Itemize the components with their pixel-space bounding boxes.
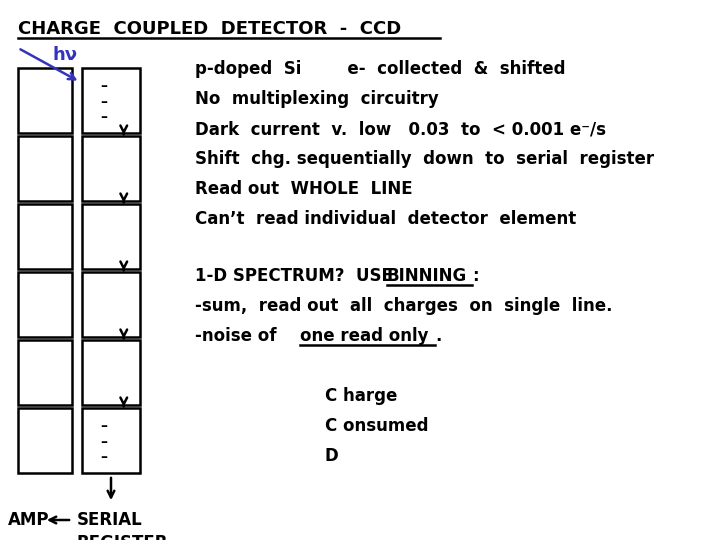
Text: CHARGE  COUPLED  DETECTOR  -  CCD: CHARGE COUPLED DETECTOR - CCD — [18, 20, 401, 38]
Text: BINNING: BINNING — [387, 267, 467, 285]
Text: –: – — [101, 435, 107, 449]
Text: .: . — [435, 327, 441, 345]
Text: Read out  WHOLE  LINE: Read out WHOLE LINE — [195, 180, 413, 198]
Text: 1-D SPECTRUM?  USE: 1-D SPECTRUM? USE — [195, 267, 405, 285]
Text: p-doped  Si        e-  collected  &  shifted: p-doped Si e- collected & shifted — [195, 60, 565, 78]
Text: C onsumed: C onsumed — [325, 417, 428, 435]
Text: –: – — [101, 450, 107, 464]
Bar — [82, 204, 140, 269]
Bar — [82, 136, 140, 201]
Text: :: : — [472, 267, 479, 285]
Bar — [18, 68, 72, 133]
Bar — [18, 340, 72, 405]
Text: Dark  current  v.  low   0.03  to  < 0.001 e⁻/s: Dark current v. low 0.03 to < 0.001 e⁻/s — [195, 120, 606, 138]
Bar — [82, 68, 140, 133]
Bar — [82, 272, 140, 337]
Bar — [18, 136, 72, 201]
Bar — [18, 204, 72, 269]
Text: AMP: AMP — [8, 511, 50, 529]
Bar — [18, 272, 72, 337]
Text: –: – — [101, 95, 107, 109]
Bar — [82, 408, 140, 473]
Text: hν: hν — [52, 46, 77, 64]
Text: -sum,  read out  all  charges  on  single  line.: -sum, read out all charges on single lin… — [195, 297, 613, 315]
Text: –: – — [101, 419, 107, 433]
Text: SERIAL
REGISTER: SERIAL REGISTER — [77, 511, 168, 540]
Text: one read only: one read only — [300, 327, 428, 345]
Text: C harge: C harge — [325, 387, 397, 405]
Bar — [18, 408, 72, 473]
Text: Shift  chg. sequentially  down  to  serial  register: Shift chg. sequentially down to serial r… — [195, 150, 654, 168]
Text: –: – — [101, 110, 107, 124]
Text: -noise of: -noise of — [195, 327, 288, 345]
Text: –: – — [101, 79, 107, 93]
Text: Can’t  read individual  detector  element: Can’t read individual detector element — [195, 210, 576, 228]
Text: D: D — [325, 447, 338, 465]
Text: No  multiplexing  circuitry: No multiplexing circuitry — [195, 90, 438, 108]
Bar — [82, 340, 140, 405]
